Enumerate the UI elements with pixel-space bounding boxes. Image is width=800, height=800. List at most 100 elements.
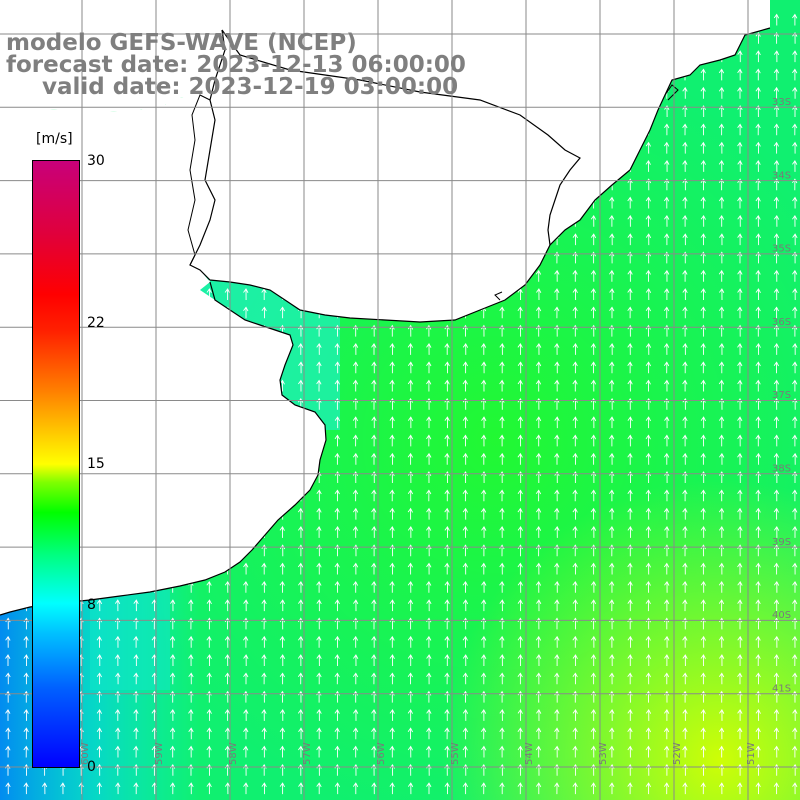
wind-arrow — [389, 745, 395, 758]
wind-arrow — [23, 727, 29, 740]
wind-arrow — [792, 233, 798, 246]
wind-arrow — [371, 727, 377, 740]
wind-arrow — [352, 580, 359, 593]
wind-arrow — [279, 745, 285, 758]
wind-arrow — [389, 416, 395, 429]
wind-arrow — [645, 507, 651, 520]
wind-arrow — [261, 654, 267, 667]
wind-arrow — [645, 654, 652, 667]
wind-arrow — [114, 709, 121, 721]
wind-arrow — [371, 654, 377, 667]
wind-arrow — [426, 489, 432, 502]
wind-arrow — [407, 379, 414, 392]
wind-arrow — [792, 141, 798, 154]
wind-arrow — [536, 654, 542, 667]
wind-arrow — [481, 489, 487, 502]
wind-arrow — [23, 782, 29, 795]
wind-arrow — [590, 526, 597, 538]
wind-arrow — [224, 782, 231, 795]
wind-arrow — [700, 727, 706, 740]
wind-arrow — [334, 562, 340, 575]
colorbar-tick-label: 30 — [87, 153, 105, 169]
wind-arrow — [755, 361, 761, 374]
wind-arrow — [96, 654, 103, 667]
wind-arrow — [682, 654, 688, 667]
wind-arrow — [316, 562, 322, 575]
wind-arrow — [590, 727, 596, 740]
wind-arrow — [627, 709, 633, 721]
wind-arrow — [700, 635, 706, 648]
wind-arrow — [554, 635, 560, 648]
wind-arrow — [261, 580, 267, 593]
wind-arrow — [426, 727, 432, 740]
wind-arrow — [572, 306, 578, 319]
latitude-label: 39S — [772, 537, 791, 548]
wind-arrow — [792, 343, 798, 355]
wind-arrow — [279, 635, 285, 648]
wind-arrow — [371, 379, 377, 392]
wind-arrow — [499, 580, 505, 593]
wind-arrow — [627, 343, 633, 355]
wind-arrow — [718, 416, 725, 429]
wind-arrow — [517, 452, 523, 465]
wind-arrow — [316, 635, 322, 648]
wind-arrow — [609, 709, 615, 721]
wind-arrow — [426, 562, 432, 575]
wind-arrow — [517, 654, 523, 666]
wind-arrow — [426, 379, 432, 392]
wind-arrow — [572, 507, 578, 520]
wind-arrow — [664, 269, 670, 282]
wind-arrow — [700, 361, 706, 374]
wind-arrow — [444, 709, 450, 721]
wind-arrow — [535, 434, 542, 447]
wind-arrow — [371, 526, 377, 538]
wind-arrow — [481, 434, 487, 447]
wind-arrow — [609, 489, 615, 502]
wind-arrow — [169, 709, 176, 721]
wind-arrow — [682, 489, 688, 502]
wind-arrow — [718, 526, 725, 538]
wind-arrow — [700, 434, 706, 447]
wind-arrow — [700, 269, 706, 282]
wind-arrow — [371, 507, 377, 520]
wind-arrow — [334, 434, 340, 447]
wind-arrow — [554, 269, 560, 282]
wind-arrow — [297, 672, 304, 685]
longitude-label: 52W — [672, 742, 683, 765]
wind-arrow — [297, 343, 304, 355]
wind-arrow — [737, 580, 743, 593]
wind-arrow — [792, 105, 798, 117]
wind-arrow — [737, 233, 743, 246]
wind-arrow — [773, 288, 780, 300]
wind-arrow — [389, 343, 395, 355]
wind-arrow — [352, 727, 359, 740]
wind-arrow — [737, 526, 743, 538]
wind-arrow — [718, 599, 725, 612]
wind-arrow — [609, 196, 615, 209]
wind-arrow — [773, 13, 780, 26]
wind-arrow — [334, 361, 340, 374]
wind-arrow — [773, 160, 780, 172]
wind-arrow — [316, 489, 322, 502]
wind-arrow — [755, 105, 761, 118]
wind-arrow — [206, 672, 212, 685]
wind-arrow — [682, 507, 688, 520]
wind-arrow — [590, 599, 597, 612]
wind-arrow — [627, 214, 633, 227]
wind-arrow — [663, 672, 670, 685]
wind-arrow — [645, 233, 652, 246]
wind-arrow — [261, 635, 267, 648]
wind-arrow — [682, 123, 688, 136]
wind-arrow — [572, 269, 578, 282]
wind-arrow — [773, 214, 780, 227]
wind-arrow — [206, 654, 212, 667]
wind-arrow — [407, 562, 413, 575]
wind-arrow — [536, 599, 542, 612]
wind-arrow — [5, 782, 11, 795]
wind-arrow — [316, 361, 322, 374]
wind-arrow — [243, 782, 249, 795]
wind-arrow — [371, 745, 377, 758]
wind-arrow — [517, 379, 523, 392]
wind-arrow — [334, 745, 340, 758]
wind-arrow — [78, 782, 84, 795]
